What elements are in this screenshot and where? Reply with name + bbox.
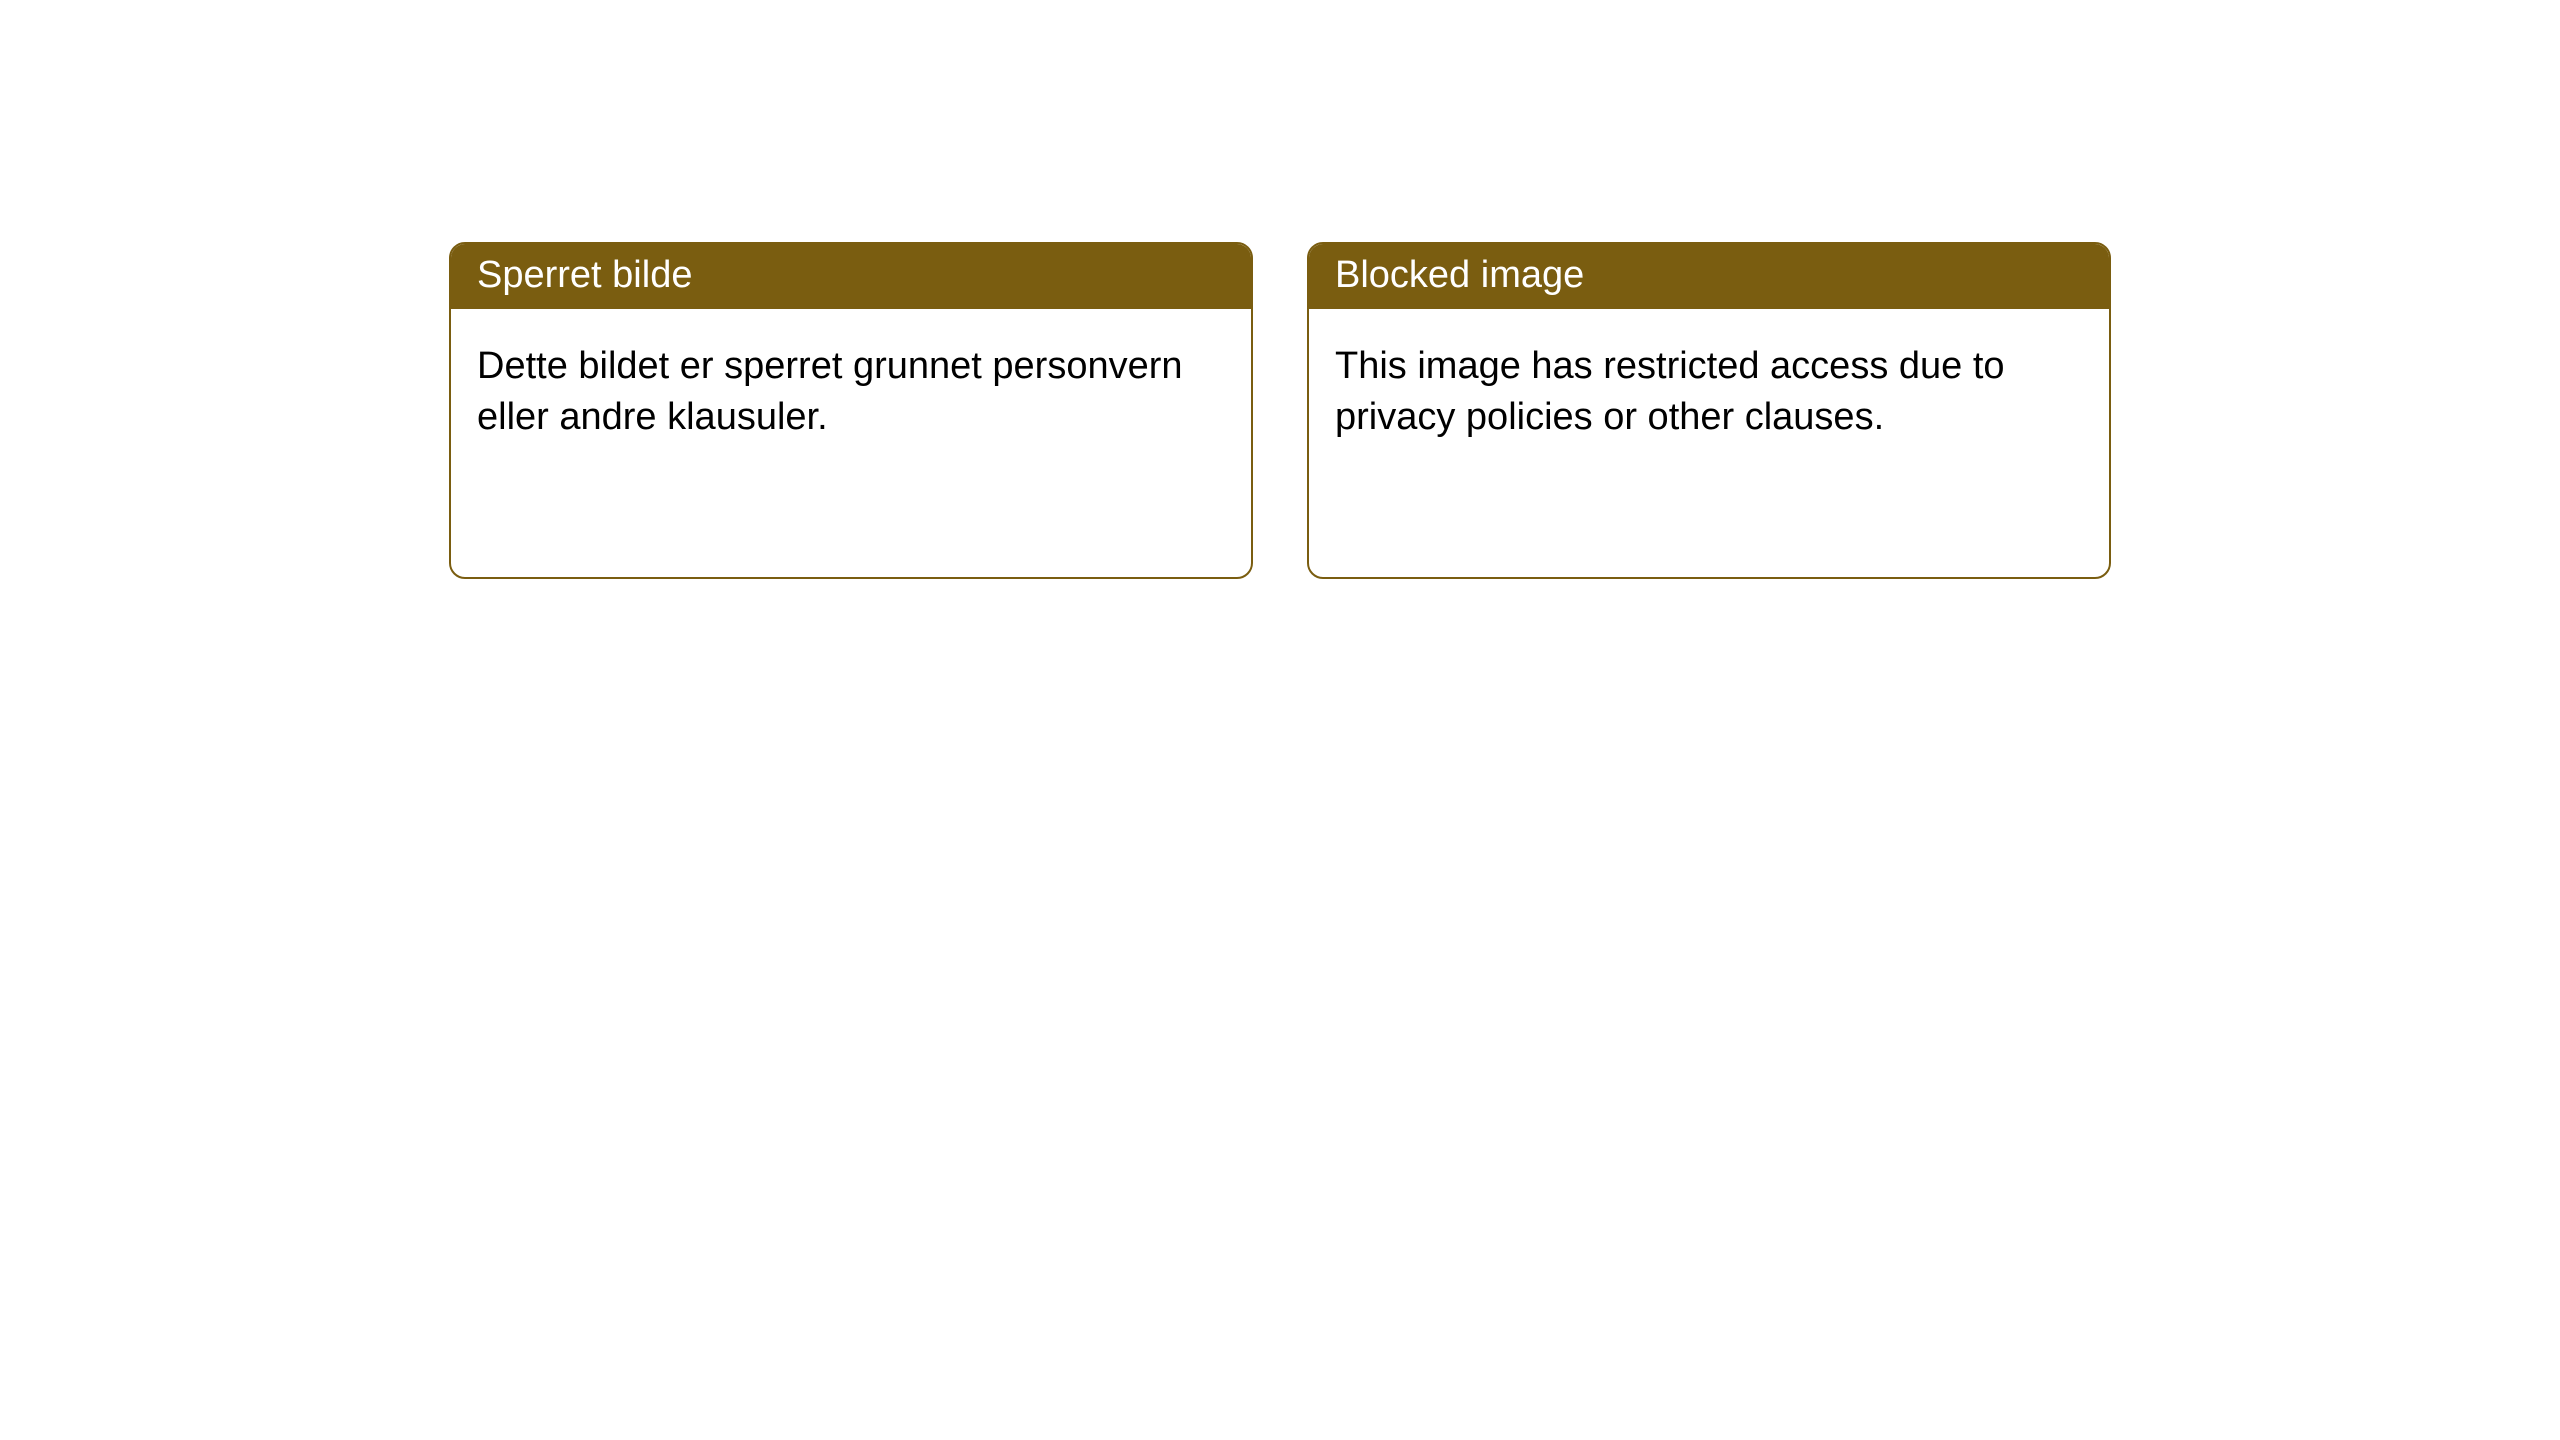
notice-title: Sperret bilde	[477, 254, 692, 296]
notice-title: Blocked image	[1335, 254, 1584, 296]
notice-body: Dette bildet er sperret grunnet personve…	[451, 309, 1251, 476]
notice-body: This image has restricted access due to …	[1309, 309, 2109, 476]
notice-card-english: Blocked image This image has restricted …	[1307, 242, 2111, 579]
notice-message: This image has restricted access due to …	[1335, 345, 2005, 438]
notice-header: Sperret bilde	[451, 244, 1251, 309]
notice-header: Blocked image	[1309, 244, 2109, 309]
notice-container: Sperret bilde Dette bildet er sperret gr…	[0, 0, 2560, 579]
notice-message: Dette bildet er sperret grunnet personve…	[477, 345, 1183, 438]
notice-card-norwegian: Sperret bilde Dette bildet er sperret gr…	[449, 242, 1253, 579]
